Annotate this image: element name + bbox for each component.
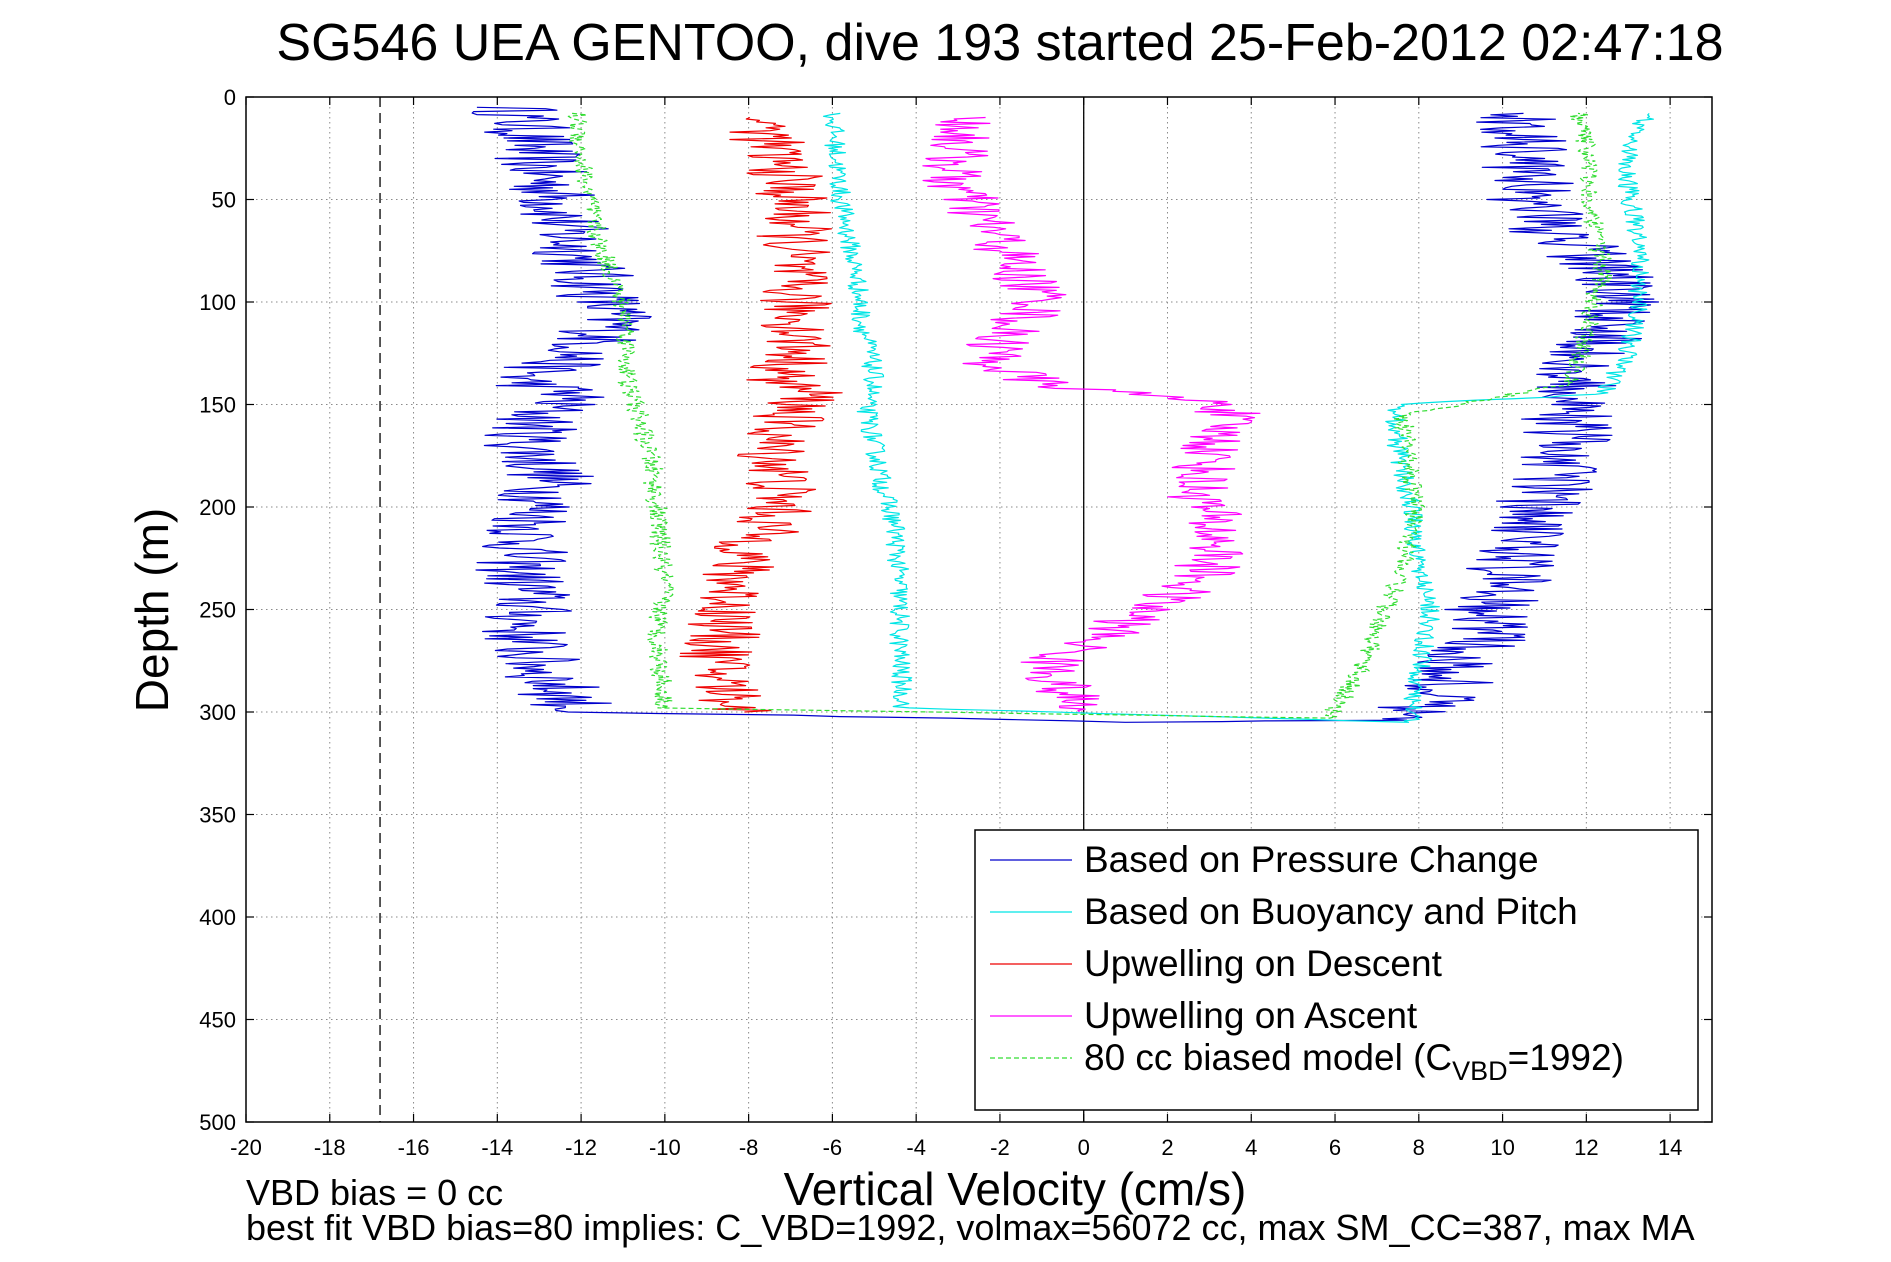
legend-label-subscript: VBD — [1452, 1056, 1508, 1086]
x-tick-label: -6 — [823, 1135, 843, 1160]
legend-label-text: Based on Buoyancy and Pitch — [1084, 891, 1578, 932]
y-tick-label: 150 — [199, 393, 236, 418]
y-tick-label: 50 — [212, 188, 236, 213]
x-tick-label: 14 — [1658, 1135, 1682, 1160]
legend-label-suffix: =1992) — [1508, 1037, 1624, 1078]
legend-box — [974, 829, 1699, 1111]
legend-label: Upwelling on Ascent — [1084, 995, 1418, 1036]
y-tick-label: 100 — [199, 290, 236, 315]
x-tick-label: 6 — [1329, 1135, 1341, 1160]
x-tick-label: 4 — [1245, 1135, 1257, 1160]
x-tick-label: -16 — [398, 1135, 430, 1160]
series-line-3 — [922, 116, 1261, 713]
legend-label: Upwelling on Descent — [1084, 943, 1443, 984]
series-line-1 — [822, 112, 1655, 723]
legend-label-text: Upwelling on Ascent — [1084, 995, 1418, 1036]
chart-title: SG546 UEA GENTOO, dive 193 started 25-Fe… — [276, 14, 1723, 72]
y-tick-label: 450 — [199, 1008, 236, 1033]
y-tick-label: 400 — [199, 905, 236, 930]
x-axis-label: Vertical Velocity (cm/s) — [784, 1163, 1247, 1215]
series-group — [471, 106, 1660, 723]
legend: Based on Pressure Change Based on Buoyanc… — [974, 829, 1699, 1111]
y-tick-label: 200 — [199, 495, 236, 520]
x-tick-label: 2 — [1161, 1135, 1173, 1160]
y-axis-label: Depth (m) — [126, 508, 178, 712]
legend-label-text: Based on Pressure Change — [1084, 839, 1539, 880]
vbd-bias-annotation: VBD bias = 0 cc — [246, 1172, 503, 1213]
legend-label: 80 cc biased model (CVBD=1992) — [1084, 1037, 1624, 1086]
y-tick-label: 350 — [199, 803, 236, 828]
series-line-2 — [679, 116, 843, 713]
x-tick-label: 10 — [1490, 1135, 1514, 1160]
series-line-4 — [567, 112, 1613, 719]
x-tick-label: -18 — [314, 1135, 346, 1160]
axis-ticks: -20 -18 -16 -14 -12 -10 -8 -6 -4 -2 0 2 4 6 8 10 12 14050… — [199, 85, 1712, 1160]
legend-label-text: 80 cc biased model (C — [1084, 1037, 1452, 1078]
y-tick-label: 250 — [199, 598, 236, 623]
x-tick-label: -10 — [649, 1135, 681, 1160]
x-tick-label: 0 — [1078, 1135, 1090, 1160]
y-tick-label: 300 — [199, 700, 236, 725]
x-tick-label: -14 — [481, 1135, 513, 1160]
x-tick-label: -8 — [739, 1135, 759, 1160]
y-tick-label: 0 — [224, 85, 236, 110]
x-tick-label: -20 — [230, 1135, 262, 1160]
x-tick-label: -2 — [990, 1135, 1010, 1160]
x-tick-label: 12 — [1574, 1135, 1598, 1160]
best-fit-annotation: best fit VBD bias=80 implies: C_VBD=1992… — [246, 1207, 1695, 1248]
x-tick-label: -12 — [565, 1135, 597, 1160]
x-tick-label: 8 — [1413, 1135, 1425, 1160]
legend-label: Based on Pressure Change — [1084, 839, 1539, 880]
x-tick-label: -4 — [906, 1135, 926, 1160]
y-tick-label: 500 — [199, 1110, 236, 1135]
legend-label-text: Upwelling on Descent — [1084, 943, 1443, 984]
series-line-0 — [471, 106, 1660, 723]
legend-label: Based on Buoyancy and Pitch — [1084, 891, 1578, 932]
